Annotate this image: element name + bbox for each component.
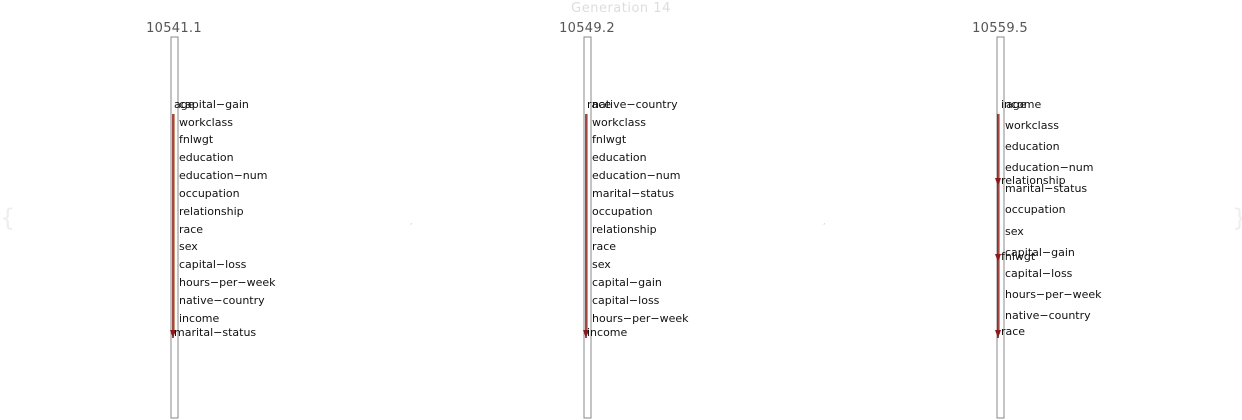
edge-group: [583, 114, 589, 338]
node-label: education: [179, 151, 234, 164]
edge-arrowhead: [995, 254, 1001, 262]
node-label: race: [587, 98, 611, 111]
node-label: fnlwgt: [592, 133, 627, 146]
node-label: income: [1001, 98, 1042, 111]
node-label: capital−loss: [179, 258, 247, 271]
node-label: capital−gain: [179, 98, 249, 111]
edge-arrowhead: [995, 178, 1001, 186]
separator-mark: ,: [410, 217, 413, 226]
node-label: fnlwgt: [1001, 250, 1036, 263]
node-label: marital−status: [1005, 182, 1087, 195]
node-label: sex: [1005, 225, 1024, 238]
node-label: marital−status: [174, 326, 256, 339]
column-frame: [996, 36, 1005, 419]
node-label: sex: [592, 258, 611, 271]
node-label: fnlwgt: [179, 133, 214, 146]
node-label: relationship: [179, 205, 244, 218]
edge-group: [995, 114, 1001, 338]
node-labels: income age workclass education education…: [1001, 98, 1102, 338]
node-label: education−num: [592, 169, 680, 182]
node-labels: race native−country workclass fnlwgt edu…: [587, 98, 689, 339]
node-label: workclass: [592, 116, 646, 129]
node-label: hours−per−week: [592, 312, 689, 325]
node-label: occupation: [592, 205, 653, 218]
network-column-1: 10541.1 age capital−gain workclass fnlwg…: [146, 21, 276, 419]
node-label: income: [179, 312, 220, 325]
right-bracket: }: [1232, 204, 1242, 232]
separator-mark: ,: [823, 217, 826, 226]
node-label: relationship: [1001, 174, 1066, 187]
node-label: education−num: [179, 169, 267, 182]
node-label: capital−gain: [592, 276, 662, 289]
node-label: education: [592, 151, 647, 164]
network-column-3: 10559.5 income age workclass education e…: [972, 21, 1102, 419]
node-label: native−country: [179, 294, 265, 307]
node-labels: age capital−gain workclass fnlwgt educat…: [174, 98, 276, 339]
node-label: native−country: [1005, 309, 1091, 322]
node-label: race: [592, 240, 616, 253]
node-label: education: [1005, 140, 1060, 153]
node-label: capital−gain: [1005, 246, 1075, 259]
node-label: hours−per−week: [179, 276, 276, 289]
node-label: occupation: [179, 187, 240, 200]
node-label: hours−per−week: [1005, 288, 1102, 301]
edge-arrowhead: [170, 330, 176, 338]
edge-arrowhead: [583, 330, 589, 338]
node-label: workclass: [179, 116, 233, 129]
node-label: workclass: [1005, 119, 1059, 132]
edge-group: [170, 114, 176, 338]
node-label: race: [179, 223, 203, 236]
column-score: 10541.1: [146, 21, 202, 36]
node-label: relationship: [592, 223, 657, 236]
column-score: 10559.5: [972, 21, 1028, 36]
node-label: sex: [179, 240, 198, 253]
node-label: income: [587, 326, 628, 339]
node-label: capital−loss: [1005, 267, 1073, 280]
node-label: education−num: [1005, 161, 1093, 174]
node-label: capital−loss: [592, 294, 660, 307]
node-label: race: [1001, 325, 1025, 338]
node-label: native−country: [592, 98, 678, 111]
node-label: marital−status: [592, 187, 674, 200]
generation-title: Generation 14: [571, 1, 671, 16]
edge-arrowhead: [995, 330, 1001, 338]
node-label: occupation: [1005, 203, 1066, 216]
node-label: age: [1006, 98, 1027, 111]
network-column-2: 10549.2 race native−country workclass fn…: [559, 21, 689, 419]
left-bracket: {: [0, 204, 15, 232]
node-label: age: [174, 98, 195, 111]
column-score: 10549.2: [559, 21, 615, 36]
